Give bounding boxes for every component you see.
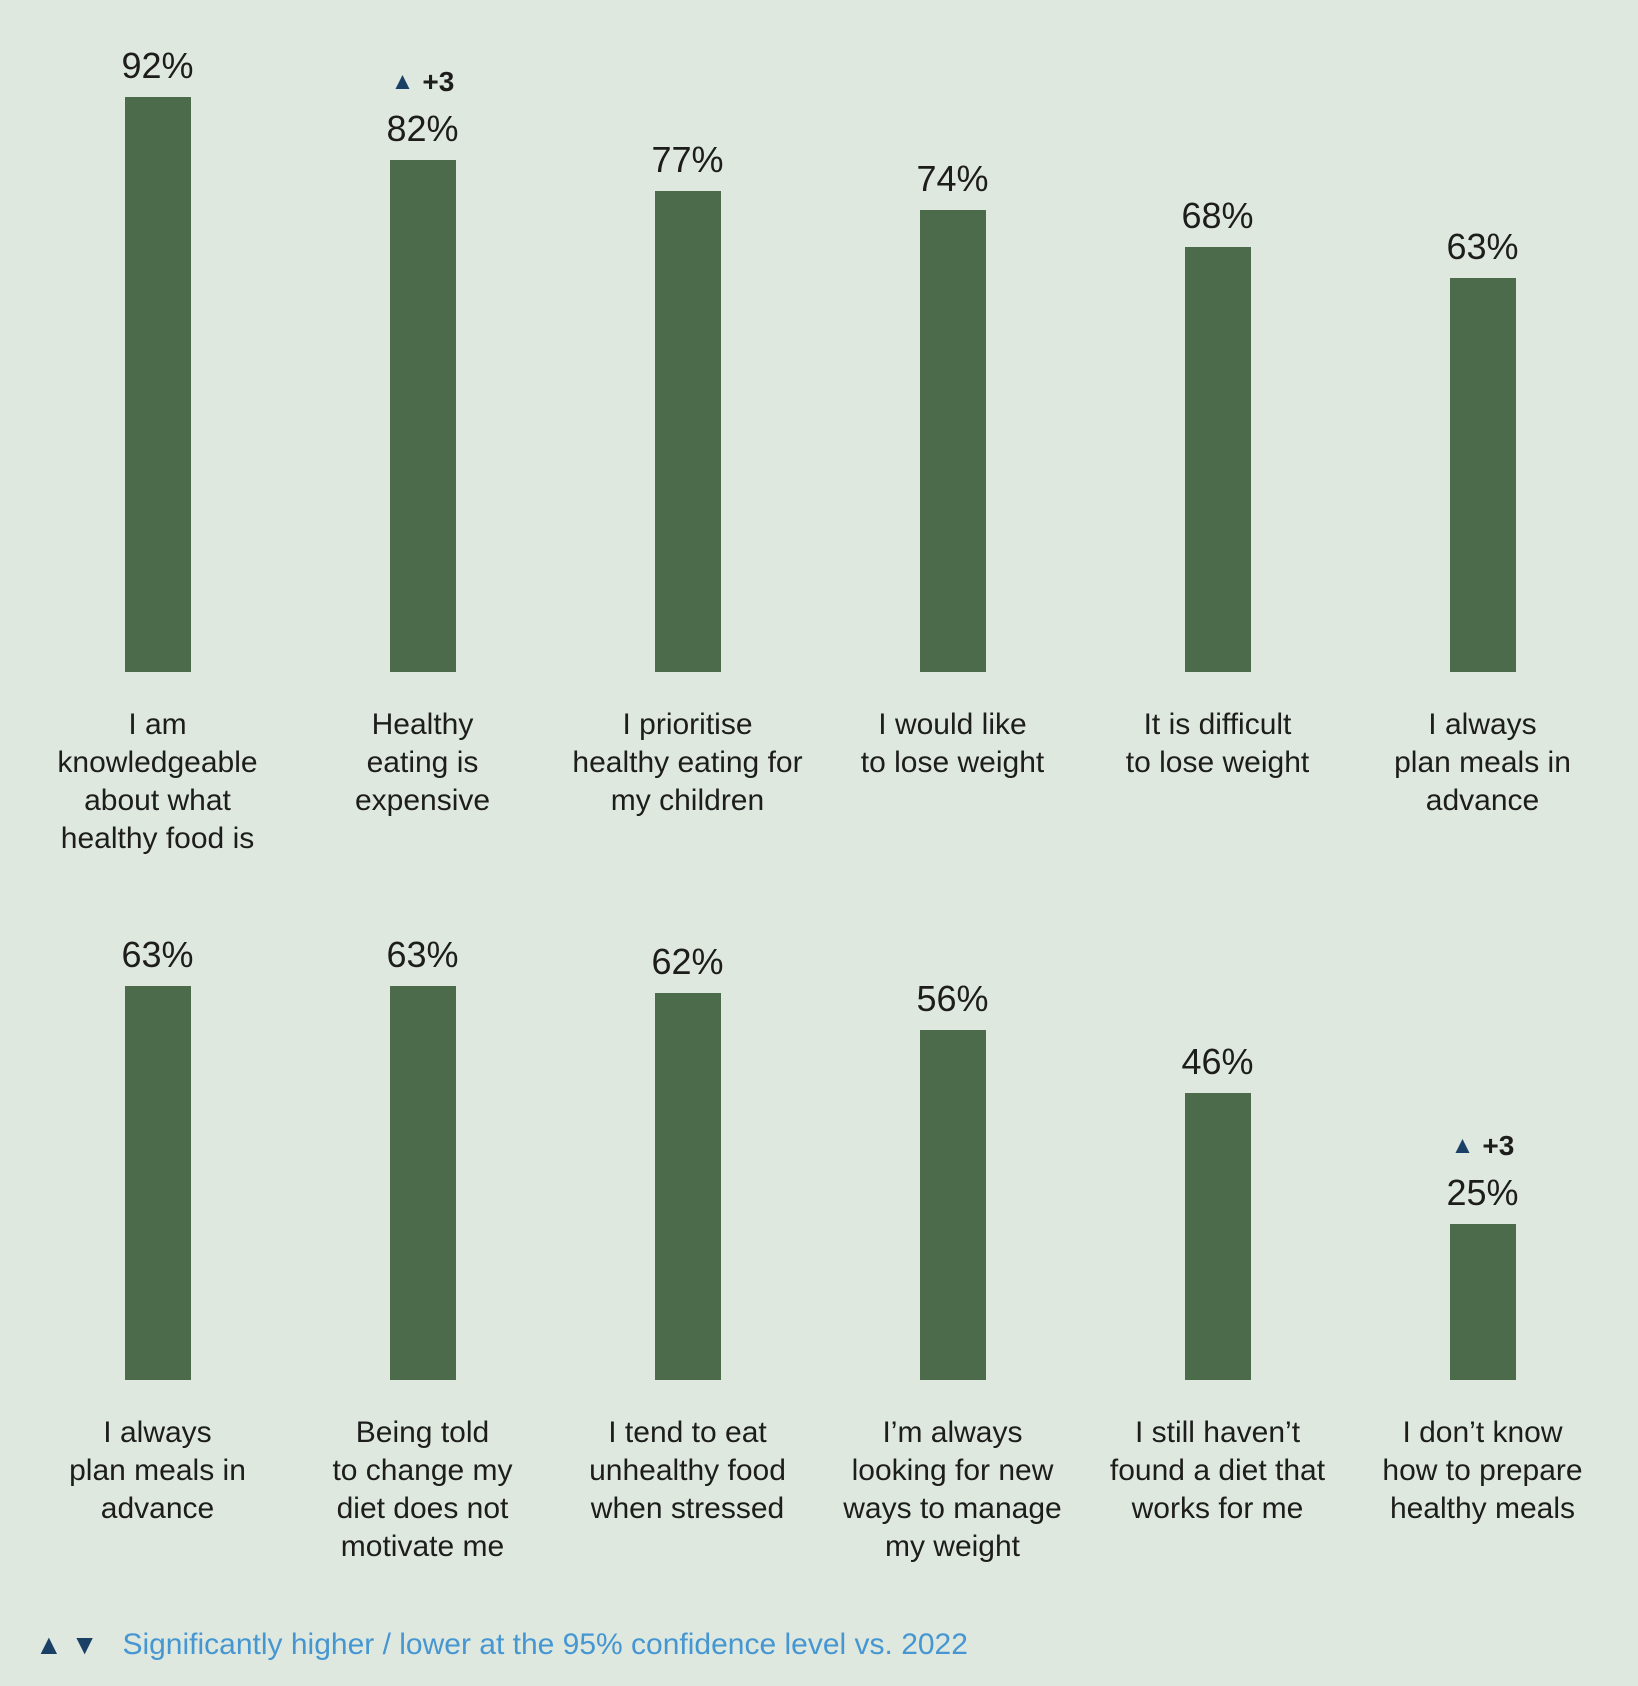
bar-value-label: 46% (1181, 1040, 1254, 1082)
chart-row-1: 92% I am knowledgeable about what health… (25, 42, 1615, 866)
significance-legend-text: Significantly higher / lower at the 95% … (122, 1628, 968, 1661)
bar (124, 97, 191, 672)
bar-plot-area: 74% (916, 42, 989, 672)
bar-column: 92% I am knowledgeable about what health… (25, 42, 290, 866)
bar-plot-area: 56% (916, 940, 989, 1380)
bar (124, 986, 191, 1380)
bar-plot-area: 68% (1181, 42, 1254, 672)
bar-caption: I’m always looking for new ways to manag… (843, 1416, 1062, 1563)
bar-column: 63% I always plan meals in advance (1350, 42, 1615, 866)
significance-annotation: ▲ +3 (391, 65, 455, 99)
bar-caption: I always plan meals in advance (69, 1416, 246, 1525)
bar-caption: I prioritise healthy eating for my child… (572, 708, 803, 817)
significance-legend: ▲▼ Significantly higher / lower at the 9… (35, 1628, 1638, 1662)
bar-column: 74% I would like to lose weight (820, 42, 1085, 866)
bar-caption: I would like to lose weight (860, 708, 1045, 779)
bar-value-label: 68% (1181, 195, 1254, 236)
bar-plot-area: 62% (651, 940, 724, 1380)
bar-column: 77% I prioritise healthy eating for my c… (555, 42, 820, 866)
bar (389, 159, 456, 672)
bar-caption: I tend to eat unhealthy food when stress… (589, 1416, 786, 1525)
bar-plot-area: 63% (121, 934, 194, 1380)
bar-value-label: 74% (916, 157, 989, 199)
down-triangle-icon: ▼ (70, 1629, 107, 1660)
bar (389, 986, 456, 1380)
bar (1184, 247, 1251, 672)
bar-column: 62% I tend to eat unhealthy food when st… (555, 940, 820, 1574)
bar-plot-area: ▲ +3 82% (386, 42, 459, 672)
bar-column: 46% I still haven’t found a diet that wo… (1085, 940, 1350, 1574)
bar-column: 63% Being told to change my diet does no… (290, 934, 555, 1574)
bar-column: ▲ +3 82% Healthy eating is expensive (290, 42, 555, 866)
bar-caption: I am knowledgeable about what healthy fo… (57, 708, 258, 855)
bar-value-label: 25% (1446, 1171, 1519, 1213)
bar-value-label: 63% (121, 934, 194, 976)
up-triangle-icon: ▲ (35, 1629, 71, 1660)
bar-caption: It is difficult to lose weight (1125, 708, 1310, 779)
up-down-triangle-icons: ▲▼ (35, 1628, 106, 1662)
bar (919, 1030, 986, 1380)
chart-row-2: 63% I always plan meals in advance 63% B… (25, 934, 1615, 1574)
bar-plot-area: 63% (386, 934, 459, 1380)
change-value: +3 (1482, 1129, 1515, 1161)
bar (654, 992, 721, 1380)
bar (1449, 1223, 1516, 1380)
bar-caption: I don’t know how to prepare healthy meal… (1382, 1416, 1583, 1525)
up-triangle-icon: ▲ (1450, 1131, 1475, 1159)
bar-column: 68% It is difficult to lose weight (1085, 42, 1350, 866)
bar-plot-area: 63% (1446, 42, 1519, 672)
bar-plot-area: 92% (121, 42, 194, 672)
bar-plot-area: 77% (651, 42, 724, 672)
bar-value-label: 82% (386, 107, 459, 149)
bar-caption: Being told to change my diet does not mo… (332, 1416, 513, 1563)
bar (1184, 1092, 1251, 1380)
bar-value-label: 56% (916, 978, 989, 1019)
bar-caption: I always plan meals in advance (1394, 708, 1571, 817)
bar-value-label: 63% (386, 934, 459, 976)
bar-caption: I still haven’t found a diet that works … (1109, 1416, 1326, 1525)
bar (919, 209, 986, 672)
bar (654, 190, 721, 672)
significance-annotation: ▲ +3 (1451, 1129, 1515, 1163)
bar-value-label: 63% (1446, 226, 1519, 268)
bar-column: ▲ +3 25% I don’t know how to prepare hea… (1350, 940, 1615, 1574)
bar-value-label: 77% (651, 138, 724, 180)
bar-plot-area: 46% (1181, 940, 1254, 1380)
bar-value-label: 62% (651, 940, 724, 982)
change-value: +3 (422, 65, 455, 97)
bar-caption: Healthy eating is expensive (354, 708, 491, 817)
bar (1449, 278, 1516, 672)
bar-value-label: 92% (121, 45, 194, 86)
up-triangle-icon: ▲ (390, 67, 415, 95)
bar-plot-area: ▲ +3 25% (1446, 940, 1519, 1380)
bar-column: 56% I’m always looking for new ways to m… (820, 940, 1085, 1574)
bar-column: 63% I always plan meals in advance (25, 934, 290, 1574)
